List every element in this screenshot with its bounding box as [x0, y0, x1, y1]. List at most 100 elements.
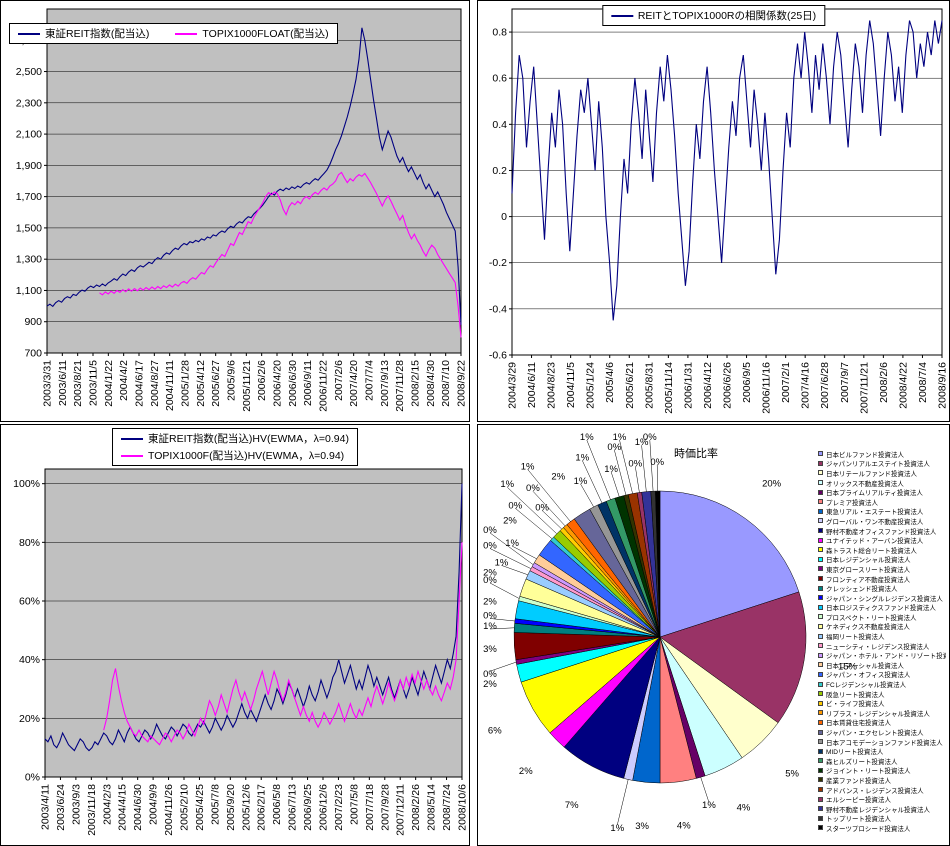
x-tick-label: 2005/12/6: [240, 784, 252, 831]
legend-label: グローバル・ワン不動産投資法人: [826, 518, 924, 526]
legend-label: ジャパン・ホテル・アンド・リゾート投資法人: [826, 653, 946, 661]
pie-label-leader-line: [515, 508, 553, 539]
x-tick-label: 2005/9/6: [226, 360, 238, 401]
legend-label: TOPIX1000F(配当込)HV(EWMA，λ=0.94): [148, 450, 345, 462]
legend-color-chip: [818, 671, 823, 677]
legend-label: エルシーピー投資法人: [826, 797, 891, 804]
y-tick-label: 20%: [19, 713, 40, 725]
x-tick-label: 2004/8/23: [546, 362, 558, 409]
pie-label-leader-line: [532, 491, 566, 527]
legend-color-chip: [818, 796, 823, 802]
pie-percent-label: 3%: [483, 644, 497, 655]
plot-area: [46, 8, 462, 354]
legend-color-chip: [818, 451, 823, 457]
pie-legend: 日本ビルファンド投資法人 ジャパンリアルエステイト投資法人 日本リテールファンド投資…: [818, 449, 946, 833]
pie-legend-item: 日本賃貸住宅投資法人: [818, 718, 946, 727]
legend-label: ジャパン・エクセレント投資法人: [826, 730, 924, 737]
legend-color-chip: [818, 470, 823, 476]
legend-label: トップリート投資法人: [826, 816, 891, 824]
pie-legend-item: ジャパン・シングルレジデンス投資法人: [818, 593, 946, 603]
legend-color-chip: [818, 758, 823, 764]
pie-slice-0: [659, 490, 800, 638]
legend-label: 東急リアル・エステート投資法人: [826, 509, 924, 517]
x-tick-label: 2004/11/26: [163, 784, 175, 836]
pie-label-leader-line: [635, 466, 640, 493]
x-tick-label: 2008/2/15: [410, 360, 422, 407]
pie-percent-label: 15%: [838, 662, 858, 673]
x-tick-label: 2004/9/9: [148, 784, 160, 825]
x-tick-label: 2006/7/13: [287, 784, 299, 831]
x-tick-label: 2008/4/22: [897, 362, 909, 409]
legend-color-chip: [818, 787, 823, 793]
legend-label: 森ヒルズリート投資法人: [826, 758, 898, 766]
pie-legend-item: ニューシティ・レジデンス投資法人: [818, 641, 946, 650]
pie-legend-item: 東急リアル・エステート投資法人: [818, 507, 946, 517]
pie-percent-label: 0%: [483, 669, 497, 680]
pie-percent-label: 2%: [483, 568, 497, 579]
pie-percent-label: 0%: [483, 611, 497, 622]
x-tick-label: 2008/2/6: [878, 362, 890, 403]
y-tick-label: 2,100: [16, 129, 42, 141]
pie-percent-label: 1%: [575, 453, 589, 464]
legend-label: 日本リテールファンド投資法人: [826, 470, 917, 478]
legend-color-chip: [818, 528, 823, 534]
pie-label-leader-line: [511, 545, 537, 560]
y-tick-label: 60%: [19, 596, 40, 608]
legend-label: プレミア投資法人: [826, 499, 878, 507]
legend-color-chip: [818, 719, 823, 725]
x-tick-label: 2005/1/24: [585, 362, 597, 409]
pie-legend-item: リプラス・レジデンシャル投資法人: [818, 708, 946, 718]
series-line-sample: [121, 454, 144, 457]
series-line-sample: [18, 32, 40, 35]
x-tick-label: 2003/4/11: [40, 784, 52, 830]
y-axis: 0% 20% 40% 60% 80% 100%: [13, 478, 462, 784]
pie-percent-label: 3%: [635, 821, 649, 832]
x-tick-label: 2005/1/28: [180, 360, 192, 407]
x-tick-label: 2004/11/5: [565, 362, 577, 408]
y-tick-label: -0.2: [489, 257, 507, 269]
legend-color-chip: [818, 547, 823, 553]
y-axis: -0.6 -0.4 -0.2 0 0.2 0.4 0.6 0.8: [489, 27, 942, 362]
x-tick-label: 2004/11/11: [164, 360, 176, 411]
pie-percent-label: 1%: [500, 479, 514, 490]
x-tick-label: 2006/5/8: [271, 784, 283, 825]
legend-label: ジョイント・リート投資法人: [826, 768, 911, 776]
legend-color-chip: [818, 556, 823, 562]
legend-color-chip: [818, 576, 823, 582]
pie-legend-item: ジャパン・ホテル・アンド・リゾート投資法人: [818, 650, 946, 660]
x-tick-label: 2005/9/20: [225, 784, 237, 831]
y-tick-label: 0.8: [492, 27, 507, 39]
pie-percent-label: 1%: [483, 621, 497, 632]
x-tick-label: 2007/9/13: [379, 360, 391, 407]
series-line-0: [46, 27, 462, 325]
pie-percent-label: 0%: [607, 442, 621, 453]
y-tick-label: 1,500: [16, 222, 42, 234]
legend-label: FCレジデンシャル投資法人: [826, 682, 907, 689]
y-tick-label: 700: [24, 348, 42, 360]
x-tick-label: 2003/11/5: [88, 360, 100, 406]
x-tick-label: 2003/11/18: [86, 784, 98, 836]
x-tick-label: 2005/7/8: [209, 784, 221, 825]
legend-item-reit-hv: 東証REIT指数(配当込)HV(EWMA，λ=0.94): [121, 431, 349, 446]
pie-label-leader-line: [489, 627, 515, 630]
x-tick-label: 2006/9/5: [741, 362, 753, 403]
pie-label-leader-line: [619, 439, 633, 494]
x-tick-label: 2007/6/28: [819, 362, 831, 409]
panel-market-value-pie: 20% 15% 5% 4% 1% 4% 3% 1% 7% 2% 6% 2% 0% 3% 1% 0% 2% 0% 2%…: [477, 424, 950, 846]
x-tick-label: 2006/11/22: [318, 360, 330, 412]
pie-percent-label: 7%: [565, 800, 579, 811]
panel-reit-index-chart: 700 900 1,100 1,300 1,500 1,700 1,900 2,100 2,30…: [0, 0, 470, 422]
y-tick-label: 0: [501, 211, 507, 223]
panel-correlation-chart: -0.6 -0.4 -0.2 0 0.2 0.4 0.6 0.8 2004/3/29 2004/6…: [477, 0, 950, 422]
legend-label: アドバンス・レジデンス投資法人: [826, 787, 924, 795]
legend-label: フロンティア不動産投資法人: [826, 576, 911, 584]
pie-slice-39: [655, 490, 661, 638]
legend-label: 東証REIT指数(配当込): [45, 28, 150, 40]
pie-legend-item: 野村不動産オフィスファンド投資法人: [818, 526, 946, 535]
x-tick-label: 2004/4/15: [117, 784, 129, 831]
legend-color-chip: [818, 633, 823, 639]
pie-legend-item: アドバンス・レジデンス投資法人: [818, 785, 946, 795]
pie-label-leader-line: [649, 439, 654, 492]
legend-color-chip: [818, 729, 823, 735]
